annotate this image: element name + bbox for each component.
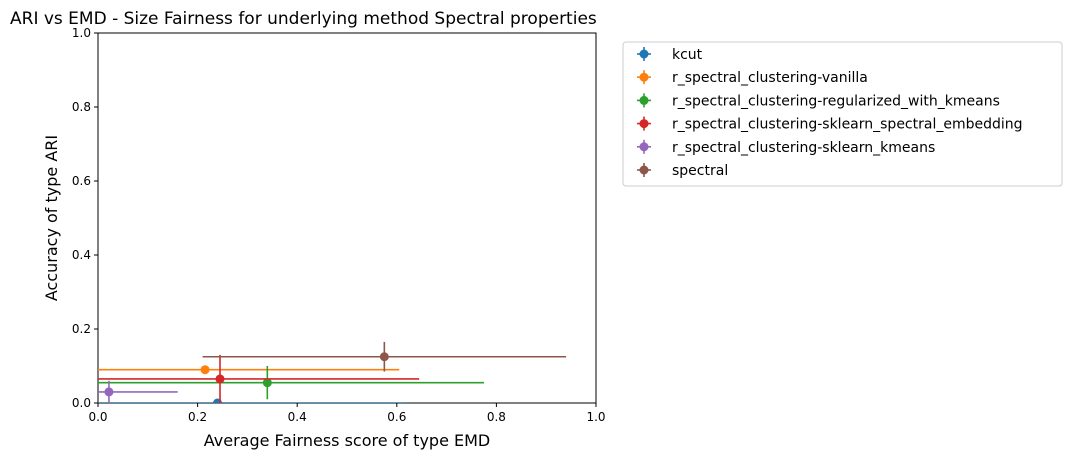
data-point [200,365,210,375]
legend-label: r_spectral_clustering-regularized_with_k… [672,93,1000,109]
series-r_spectral_clustering-sklearn_kmeans [98,380,178,403]
x-tick-label: 0.0 [88,410,107,424]
plot-frame [97,32,597,404]
series-r_spectral_clustering-sklearn_spectral_embedding [98,354,420,403]
x-tick-label: 0.2 [188,410,207,424]
legend-marker [639,49,649,59]
y-tick-label: 0.2 [72,322,91,336]
legend-entry: r_spectral_clustering-sklearn_kmeans [637,139,935,156]
legend-marker [639,119,649,129]
legend-label: r_spectral_clustering-sklearn_spectral_e… [672,117,1023,133]
legend-label: spectral [672,163,728,179]
chart-title: ARI vs EMD - Size Fairness for underlyin… [10,9,597,29]
legend-marker [639,165,649,175]
data-point [215,374,225,384]
legend: kcut r_spectral_clustering-vanilla r_spect… [622,41,1063,187]
legend-marker [639,142,649,152]
y-axis-label: Accuracy of type ARI [42,135,61,301]
series-r_spectral_clustering-vanilla [98,365,400,375]
data-point [104,387,114,397]
data-point [379,352,389,362]
x-tick-label: 1.0 [586,410,605,424]
legend-entry: kcut [637,47,703,63]
x-tick-label: 0.8 [487,410,506,424]
series-layer [98,341,567,403]
plot-area [97,32,597,404]
y-tick-label: 0.8 [72,100,91,114]
legend-entry: r_spectral_clustering-regularized_with_k… [637,93,1000,109]
x-axis-ticks: 0.0 0.2 0.4 0.6 0.8 1.0 [88,403,606,424]
x-axis-label: Average Fairness score of type EMD [204,431,490,450]
legend-entry: spectral [637,163,728,179]
series-spectral [202,341,567,372]
legend-entry: r_spectral_clustering-sklearn_spectral_e… [637,116,1023,133]
legend-label: kcut [672,47,703,63]
legend-marker [639,72,649,82]
series-r_spectral_clustering-regularized_with_kmeans [98,366,484,400]
y-axis-ticks: 0.0 0.2 0.4 0.6 0.8 1.0 [72,26,98,410]
legend-frame [622,41,1063,187]
legend-label: r_spectral_clustering-sklearn_kmeans [672,140,935,156]
y-tick-label: 1.0 [72,26,91,40]
legend-marker [639,95,649,105]
legend-label: r_spectral_clustering-vanilla [672,70,868,86]
data-point [262,378,272,388]
x-tick-label: 0.4 [288,410,307,424]
y-tick-label: 0.4 [72,248,91,262]
legend-entry: r_spectral_clustering-vanilla [637,70,868,86]
y-tick-label: 0.0 [72,396,91,410]
y-tick-label: 0.6 [72,174,91,188]
x-tick-label: 0.6 [387,410,406,424]
